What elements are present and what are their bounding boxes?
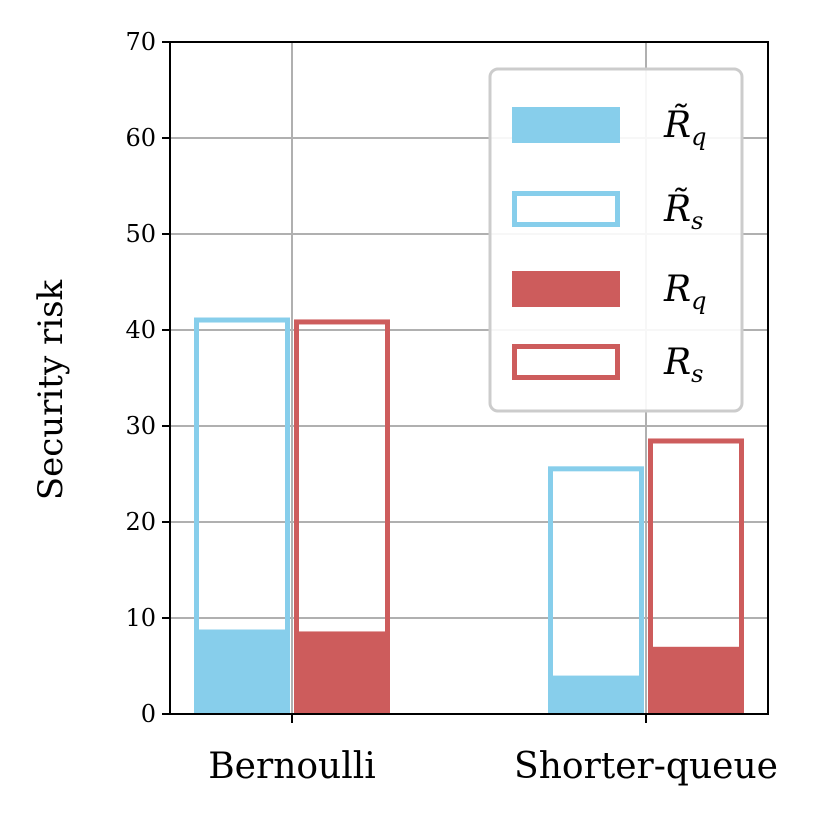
y-tick-label: 10: [125, 604, 156, 632]
legend-label-base: R: [663, 342, 691, 383]
legend-label-subscript: q: [691, 287, 706, 315]
y-axis-title: Security risk: [31, 279, 71, 500]
bar-filled: [548, 675, 644, 714]
y-tick-label: 60: [125, 124, 156, 152]
y-tick-label: 0: [141, 700, 156, 728]
legend-label-base: R: [663, 269, 691, 310]
bar-filled: [648, 646, 744, 714]
legend-swatch-outline: [512, 344, 620, 380]
legend-swatch-filled: [512, 107, 620, 143]
legend-label: R̃s: [663, 188, 703, 235]
bar-filled: [294, 631, 390, 714]
legend-label: Rs: [663, 342, 703, 388]
bars: [194, 317, 744, 714]
y-tick-label: 70: [125, 28, 156, 56]
bar-filled: [194, 629, 290, 714]
y-tick-label: 20: [125, 508, 156, 536]
legend-box: [488, 67, 744, 413]
legend-label: R̃q: [663, 104, 706, 151]
y-tick-label: 30: [125, 412, 156, 440]
y-tick-label: 50: [125, 220, 156, 248]
legend-swatch-outline: [512, 191, 620, 227]
x-tick-label: Shorter-queue: [514, 746, 778, 787]
legend-label-base: R̃: [663, 188, 691, 230]
legend-label-subscript: q: [691, 123, 706, 151]
legend-label: Rq: [663, 269, 706, 315]
plot-frame: [169, 41, 769, 715]
bar-outline: [294, 319, 390, 714]
axes: 0 10 20 30 40 50 60 70 Bernoulli Shorter-queue: [125, 28, 778, 787]
x-tick-label: Bernoulli: [208, 746, 376, 787]
bar-outline: [548, 466, 644, 714]
legend-swatch-filled: [512, 271, 620, 307]
bar-outline: [194, 317, 290, 714]
legend-label-base: R̃: [663, 104, 691, 146]
bar-outline: [648, 438, 744, 714]
legend-label-subscript: s: [691, 207, 703, 235]
y-tick-label: 40: [125, 316, 156, 344]
legend-label-subscript: s: [691, 360, 703, 388]
